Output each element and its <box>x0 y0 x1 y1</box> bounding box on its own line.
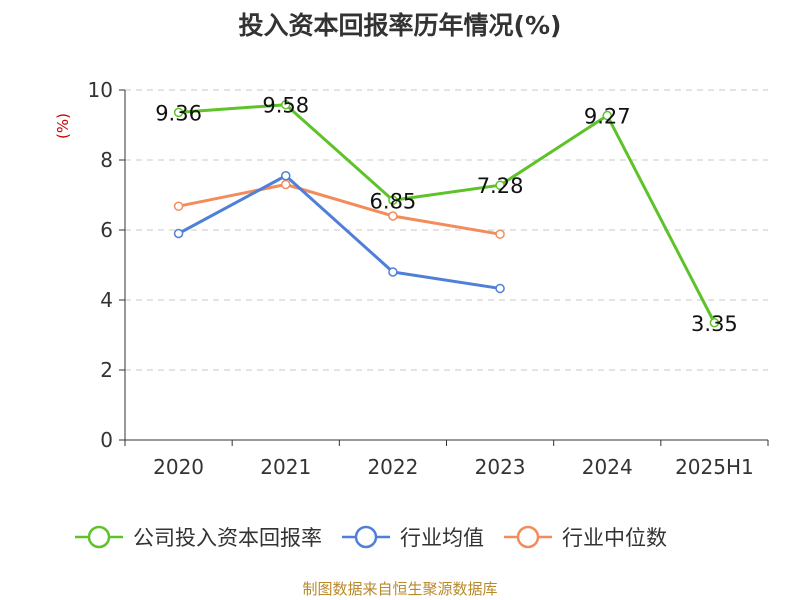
x-tick-label: 2021 <box>260 455 311 479</box>
legend-swatch-marker <box>516 525 540 549</box>
x-tick-label: 2024 <box>582 455 633 479</box>
data-labels: 9.36 9.58 6.85 7.28 9.27 3.35 <box>155 94 738 336</box>
legend-label: 行业均值 <box>400 526 484 550</box>
data-label: 9.36 <box>155 101 202 125</box>
data-point <box>281 171 291 181</box>
chart-title: 投入资本回报率历年情况(%) <box>238 11 562 40</box>
data-label: 9.58 <box>262 94 309 118</box>
data-point <box>495 180 505 190</box>
x-tick-label: 2023 <box>475 455 526 479</box>
data-point <box>388 211 398 221</box>
legend-swatch-marker <box>354 525 378 549</box>
legend-swatch-marker <box>87 525 111 549</box>
data-point <box>495 229 505 239</box>
data-point <box>281 99 291 110</box>
gridlines <box>125 89 768 371</box>
data-point <box>281 179 291 190</box>
source-note: 制图数据来自恒生聚源数据库 <box>302 580 498 598</box>
y-tick-label: 8 <box>100 148 113 172</box>
data-point <box>709 318 720 328</box>
data-point <box>388 267 398 277</box>
data-point <box>173 201 184 211</box>
y-axis-unit-label: (%) <box>54 113 72 139</box>
y-tick-label: 2 <box>100 358 113 382</box>
legend-item[interactable]: 行业中位数 <box>504 525 667 550</box>
legend-label: 公司投入资本回报率 <box>133 526 322 550</box>
y-tick-label: 10 <box>88 78 113 102</box>
data-label: 9.27 <box>584 105 631 129</box>
series-line <box>178 183 501 236</box>
legend-item[interactable]: 公司投入资本回报率 <box>75 525 322 550</box>
x-tick-label: 2025H1 <box>675 455 754 479</box>
y-tick-label: 4 <box>100 288 113 312</box>
legend-label: 行业中位数 <box>562 526 667 550</box>
x-tick-label: 2022 <box>367 455 418 479</box>
series-line <box>178 103 716 324</box>
data-label: 3.35 <box>691 312 738 336</box>
legend[interactable]: 公司投入资本回报率 行业均值 行业中位数 <box>75 525 667 550</box>
data-point <box>495 283 505 294</box>
legend-item[interactable]: 行业均值 <box>342 525 484 550</box>
data-label: 7.28 <box>477 174 524 198</box>
series-line <box>177 174 501 290</box>
axes: 0 2 4 6 8 10 2020 2021 2022 2023 2024 2025H1 <box>88 78 769 479</box>
data-point <box>173 228 184 239</box>
data-point <box>602 110 612 121</box>
data-point <box>173 107 184 118</box>
x-tick-label: 2020 <box>153 455 204 479</box>
y-tick-label: 0 <box>100 428 113 452</box>
y-tick-label: 6 <box>100 218 113 242</box>
series-lines <box>173 99 720 328</box>
data-point <box>388 195 398 205</box>
data-label: 6.85 <box>370 189 417 213</box>
